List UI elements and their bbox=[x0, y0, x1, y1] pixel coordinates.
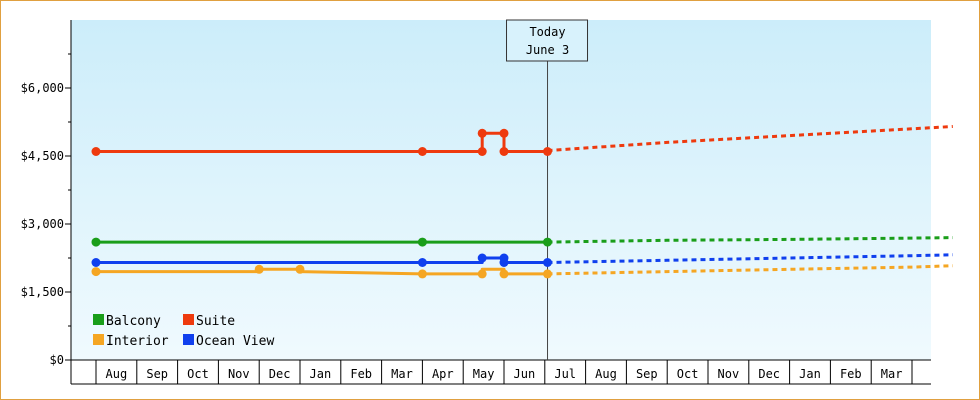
x-tick-label: Jun bbox=[514, 367, 536, 381]
legend-swatch-balcony bbox=[93, 314, 104, 325]
data-point-ocean-view bbox=[499, 258, 509, 267]
forecast-line-ocean-view bbox=[547, 253, 953, 264]
x-tick-label: Aug bbox=[595, 367, 617, 381]
data-point-suite bbox=[499, 128, 509, 138]
forecast-line-suite bbox=[547, 125, 953, 153]
data-point-balcony bbox=[417, 237, 427, 247]
x-tick-label: Nov bbox=[718, 367, 740, 381]
x-tick-label: Jan bbox=[310, 367, 332, 381]
x-tick-label: Jan bbox=[799, 367, 821, 381]
x-tick-label: Sep bbox=[146, 367, 168, 381]
x-tick-label: Dec bbox=[269, 367, 291, 381]
legend-label-interior: Interior bbox=[106, 334, 169, 349]
x-tick-label: Mar bbox=[391, 367, 413, 381]
today-label: Today bbox=[529, 25, 565, 39]
data-point-suite bbox=[91, 147, 101, 156]
x-tick-label: Aug bbox=[106, 367, 128, 381]
data-point-ocean-view bbox=[543, 258, 552, 267]
legend-label-ocean-view: Ocean View bbox=[196, 334, 274, 349]
data-point-suite bbox=[477, 147, 487, 156]
x-tick-label: Feb bbox=[350, 367, 372, 381]
forecast-line-balcony bbox=[547, 236, 953, 244]
y-tick-label: $3,000 bbox=[21, 217, 64, 231]
x-tick-label: Feb bbox=[840, 367, 862, 381]
legend-label-balcony: Balcony bbox=[106, 314, 161, 329]
data-point-suite bbox=[417, 147, 427, 156]
data-point-ocean-view bbox=[477, 253, 487, 263]
data-point-balcony bbox=[543, 237, 552, 247]
data-point-interior bbox=[543, 269, 552, 279]
data-point-suite bbox=[499, 147, 509, 156]
data-point-ocean-view bbox=[417, 258, 427, 267]
x-tick-label: Oct bbox=[677, 367, 699, 381]
legend-label-suite: Suite bbox=[196, 314, 235, 329]
x-tick-label: Nov bbox=[228, 367, 250, 381]
data-point-interior bbox=[91, 267, 101, 277]
today-date-label: June 3 bbox=[526, 43, 569, 57]
data-point-interior bbox=[499, 269, 509, 279]
data-point-interior bbox=[254, 264, 264, 274]
forecast-line-interior bbox=[547, 264, 953, 276]
y-tick-label: $6,000 bbox=[21, 81, 64, 95]
data-point-interior bbox=[417, 269, 427, 279]
y-tick-label: $0 bbox=[50, 353, 64, 367]
data-point-ocean-view bbox=[91, 258, 101, 267]
data-point-interior bbox=[477, 269, 487, 279]
legend-swatch-suite bbox=[183, 314, 194, 325]
data-point-suite bbox=[543, 147, 552, 156]
x-tick-label: May bbox=[473, 367, 495, 381]
x-tick-label: Apr bbox=[432, 367, 454, 381]
legend-swatch-interior bbox=[93, 334, 104, 345]
data-point-interior bbox=[295, 264, 305, 274]
x-tick-label: Oct bbox=[187, 367, 209, 381]
y-tick-label: $4,500 bbox=[21, 149, 64, 163]
y-tick-label: $1,500 bbox=[21, 285, 64, 299]
data-point-suite bbox=[477, 128, 487, 138]
data-point-balcony bbox=[91, 237, 101, 247]
today-box bbox=[506, 19, 589, 62]
x-tick-label: Mar bbox=[881, 367, 903, 381]
x-tick-label: Sep bbox=[636, 367, 658, 381]
legend-swatch-ocean-view bbox=[183, 334, 194, 345]
plot-area bbox=[71, 20, 931, 360]
x-tick-label: Jul bbox=[554, 367, 576, 381]
x-tick-label: Dec bbox=[758, 367, 780, 381]
